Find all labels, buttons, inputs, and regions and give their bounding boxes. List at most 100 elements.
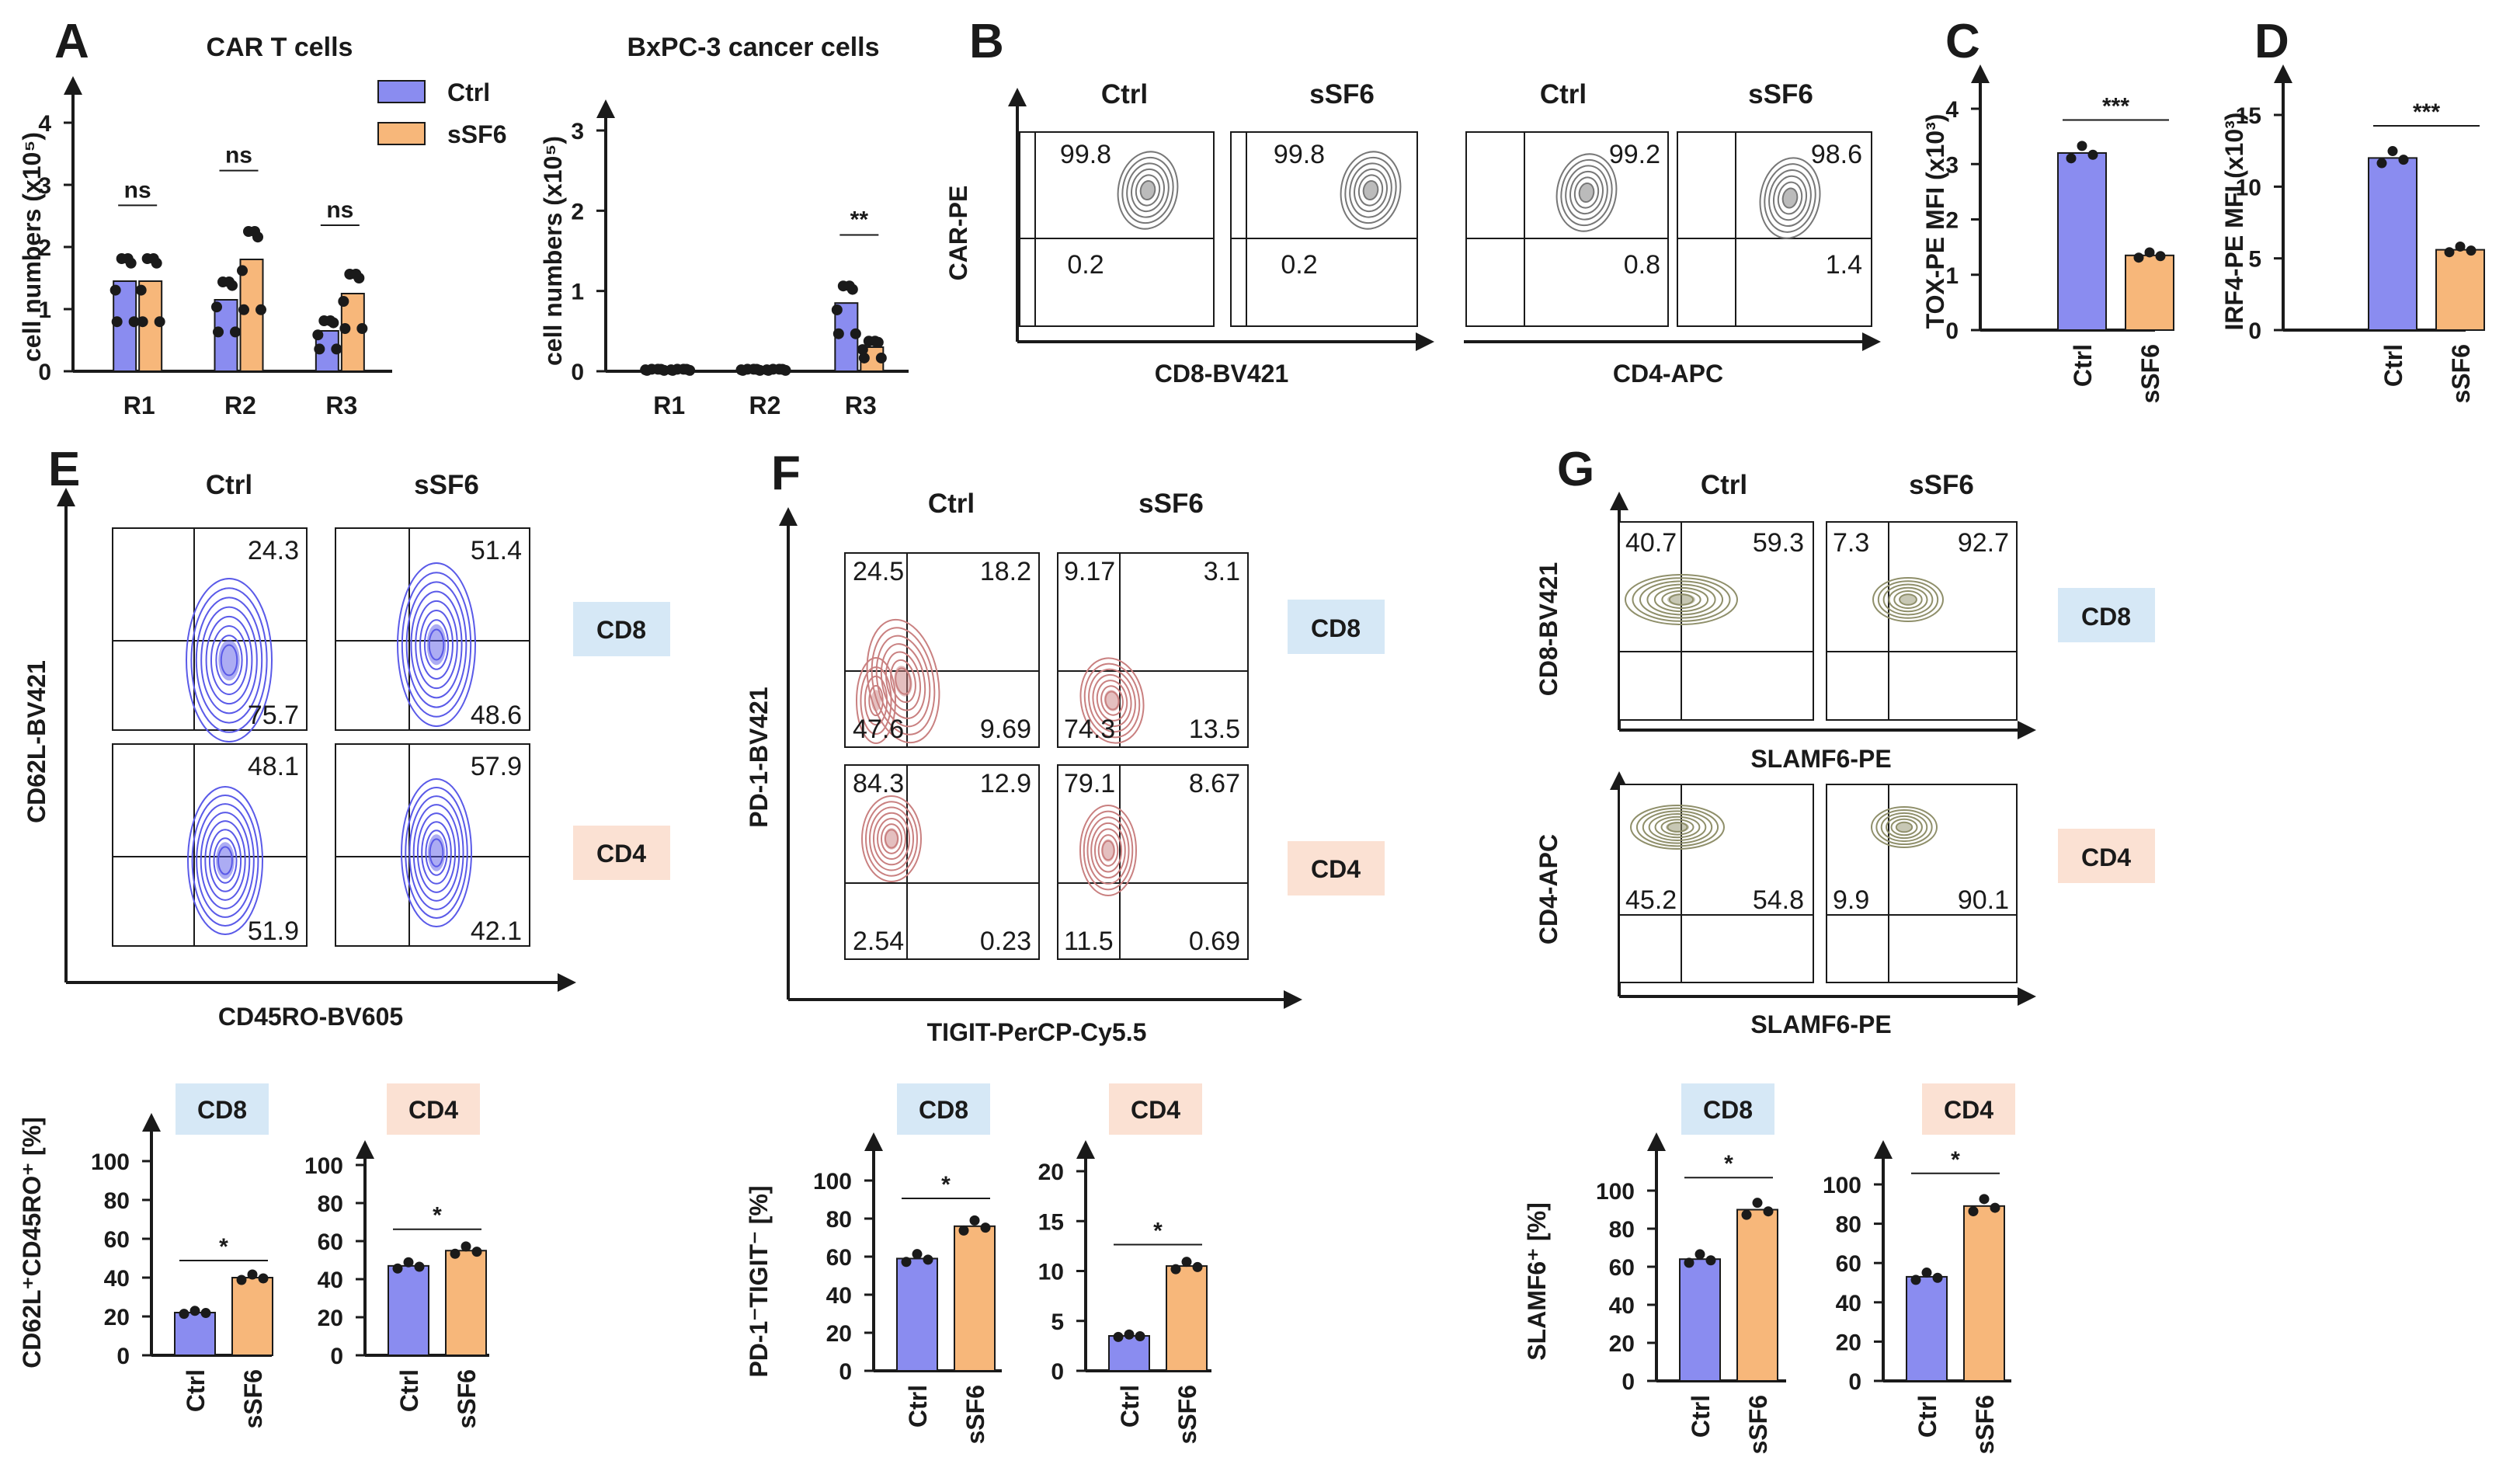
- A1-dot-r3-ctrl-5: [325, 315, 336, 326]
- A1-sig-2: ns: [326, 197, 353, 223]
- flow-g-cd4-ssf6-quadrant-value-0: 9.9: [1833, 885, 1869, 915]
- flow-f-cd4-ssf6: 79.1 8.67 11.5 0.69: [1057, 764, 1249, 960]
- E-CD4-dot-ssf6-0: [450, 1248, 461, 1259]
- flow-e-cd4-tag-label: CD4: [596, 840, 646, 868]
- flow-b-cd4-ctrl-pop0-core: [1579, 183, 1594, 203]
- E-CD8-ytick-label-2: 40: [104, 1266, 130, 1292]
- flow-f-cd8-ctrl-pop0-contour-3: [880, 643, 926, 719]
- flow-b-col-ssf6-cd8: sSF6: [1309, 79, 1375, 110]
- G-CD4-ytick-label-2: 40: [1836, 1291, 1861, 1316]
- A1-dot-r3-ssf6-3: [356, 323, 368, 334]
- flow-e-cd8-ctrl-quadrant-value-1: 75.7: [248, 701, 299, 730]
- C-xtick-label-1: sSF6: [2136, 344, 2164, 403]
- C-dot-ssf6-0: [2133, 252, 2144, 263]
- flow-f-cd4-ssf6-quadrant-value-3: 0.69: [1189, 927, 1240, 956]
- flow-f-cd8-ssf6-quadrant-value-2: 74.3: [1064, 715, 1115, 744]
- flow-panel-f: Ctrl sSF6 PD-1-BV421 TIGIT-PerCP-Cy5.5 C…: [745, 489, 1385, 1046]
- flow-f-cd8-ctrl-pop1-contour-0: [856, 657, 896, 744]
- flow-f-col-ssf6: sSF6: [1138, 489, 1204, 519]
- F-CD8-ytick-label-5: 100: [813, 1169, 852, 1195]
- A1-dot-r3-ssf6-0: [339, 323, 351, 334]
- flow-e-cd4-ssf6-pop0-contour-2: [408, 795, 464, 910]
- panel-letter-b: B: [969, 15, 1004, 68]
- flow-e-cd4-ssf6-pop0-contour-5: [421, 821, 452, 885]
- flow-b-cd4-ctrl-pop0-contour-2: [1565, 165, 1608, 221]
- G-CD8-xtick-label-1: sSF6: [1744, 1395, 1772, 1454]
- flow-b-col-ctrl-cd4: Ctrl: [1540, 79, 1587, 110]
- D-dot-ssf6-0: [2444, 247, 2455, 258]
- A1-dot-r1-ctrl-5: [122, 253, 134, 264]
- E-CD8-dot-ssf6-1: [247, 1269, 258, 1280]
- flow-b-cd8-ctrl-frame: [1019, 131, 1215, 327]
- C-xtick-label-0: Ctrl: [2069, 344, 2097, 387]
- G-CD4-ytick-label-4: 80: [1836, 1212, 1861, 1238]
- F-CD4-ytick-label-0: 0: [1051, 1359, 1064, 1385]
- G-CD8-ytick-label-0: 0: [1621, 1369, 1635, 1395]
- A1-bar-r2-ssf6: [239, 259, 264, 372]
- F-CD8-xtick-label-1: sSF6: [961, 1385, 989, 1444]
- flow-b-cd4-ssf6-pop0-contour-4: [1777, 181, 1803, 215]
- flow-f-xlabel: TIGIT-PerCP-Cy5.5: [927, 1018, 1147, 1046]
- F-CD4-dot-ctrl-1: [1124, 1329, 1135, 1340]
- flow-f-cd8-ssf6: 9.17 3.1 74.3 13.5: [1057, 552, 1249, 748]
- A1-dot-r1-ssf6-4: [135, 284, 147, 296]
- D-xtick-label-0: Ctrl: [2379, 344, 2407, 387]
- A2-dot-r2-ssf6-4: [761, 364, 773, 376]
- flow-g-cd4-ctrl-pop0-contour-4: [1654, 816, 1701, 839]
- flow-e-cd8-ctrl: 24.3 75.7: [112, 527, 308, 742]
- flow-b-cd8-ssf6-pop0-contour-3: [1354, 168, 1388, 213]
- A1-ytick-label-1: 1: [38, 297, 51, 323]
- F-CD4-dot-ctrl-2: [1135, 1330, 1145, 1341]
- flow-b-cd8-ctrl-pop0-contour-2: [1126, 162, 1170, 218]
- F-CD4-bar-ctrl: [1108, 1335, 1150, 1372]
- C-bar-ssf6: [2125, 254, 2174, 331]
- flow-panel-b: Ctrl sSF6 Ctrl sSF6 CAR-PE CD8-BV421 CD4…: [944, 79, 1881, 388]
- F-CD4-dot-ssf6-2: [1192, 1261, 1203, 1272]
- flow-b-cd4-ssf6-pop0-contour-2: [1768, 169, 1812, 227]
- flow-e-cd4-ctrl-pop0-contour-4: [204, 820, 246, 901]
- flow-e-col-ctrl: Ctrl: [206, 470, 252, 500]
- flow-e-cd8-ssf6-pop0-contour-4: [415, 600, 458, 690]
- F-CD4-dot-ssf6-1: [1181, 1257, 1192, 1268]
- flow-g-cd4-ssf6-pop0-contour-1: [1875, 809, 1933, 846]
- flow-b-cd8-ssf6-pop0-contour-4: [1357, 174, 1384, 207]
- A1-xtick-label-0: R1: [123, 391, 155, 419]
- bar-charts: 0 1 2 3 4 CAR T cells cell numbers (x10⁵) R1 ns R…: [18, 33, 2485, 1454]
- A2-xtick-label-1: R2: [749, 391, 781, 419]
- G-CD8-dot-ssf6-0: [1741, 1209, 1752, 1220]
- C-ytick-label-3: 3: [1945, 152, 1959, 178]
- E-CD8-ytick-label-5: 100: [91, 1149, 130, 1175]
- flow-f-cd4-ssf6-pop0-contour-0: [1079, 805, 1137, 896]
- A2-dot-r3-ctrl-3: [850, 328, 861, 339]
- D-bar-ssf6: [2435, 249, 2485, 331]
- G-CD4-dot-ctrl-2: [1932, 1272, 1943, 1283]
- flow-g-cd8-tag-label: CD8: [2081, 603, 2131, 631]
- flow-e-cd4-ssf6-pop0-contour-6: [425, 829, 448, 876]
- flow-f-cd4-ssf6-quadrant-value-2: 11.5: [1064, 927, 1114, 956]
- flow-f-cd8-ctrl-quadrant-value-1: 18.2: [980, 557, 1031, 586]
- flow-b-cd8-ctrl-pop0-contour-3: [1131, 168, 1165, 213]
- E-CD8-dot-ctrl-2: [200, 1308, 211, 1319]
- A1-dot-r3-ctrl-3: [331, 343, 342, 355]
- flow-f-cd8-ctrl-pop0-contour-5: [890, 659, 916, 704]
- flow-e-cd4-ctrl-pop0-core: [216, 842, 235, 879]
- F-CD8-ytick-label-3: 60: [826, 1245, 852, 1271]
- flow-e-cd4-ssf6-pop0-contour-4: [416, 812, 457, 893]
- A1-dot-r2-ssf6-5: [249, 226, 260, 237]
- C-ylabel: TOX-PE MFI (x10³): [1921, 114, 1949, 329]
- flow-f-cd4-ssf6-quadrant-value-1: 8.67: [1189, 769, 1240, 798]
- flow-f-cd8-ssf6-pop0-contour-4: [1096, 680, 1128, 722]
- flow-e-col-ssf6: sSF6: [414, 470, 479, 500]
- flow-f-cd4-ctrl-pop0-contour-3: [873, 812, 910, 866]
- C-ytick-label-2: 2: [1945, 208, 1959, 234]
- F-CD8-dot-ssf6-2: [980, 1222, 991, 1233]
- A2-title: BxPC-3 cancer cells: [627, 33, 879, 62]
- A1-sig-0: ns: [124, 177, 151, 203]
- flow-b-cd8-ssf6: 99.8 0.2: [1230, 131, 1418, 327]
- E-CD4-bar-ssf6: [445, 1250, 487, 1356]
- F-CD8-title: CD8: [919, 1096, 968, 1124]
- chart-e-cd4: 0 20 40 60 80 100 CD4 Ctrl sSF6 *: [304, 1083, 489, 1428]
- F-CD4-title: CD4: [1131, 1096, 1180, 1124]
- A1-xtick-label-2: R3: [325, 391, 357, 419]
